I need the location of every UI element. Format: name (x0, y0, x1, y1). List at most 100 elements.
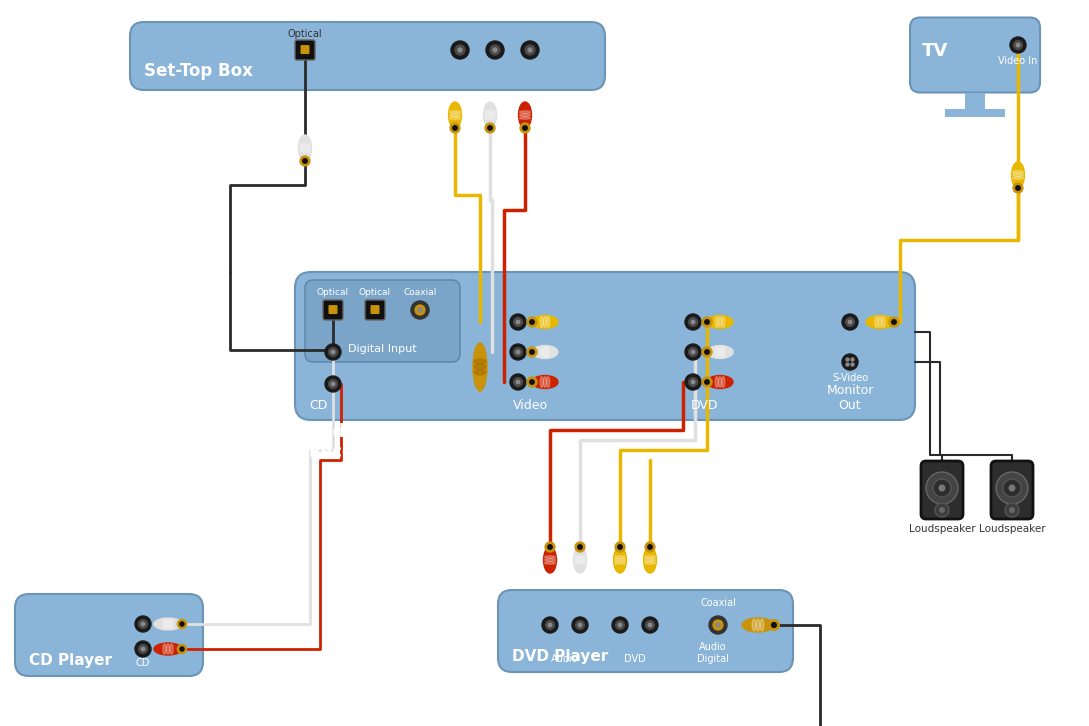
Ellipse shape (879, 317, 882, 327)
Ellipse shape (614, 559, 625, 561)
Text: Optical: Optical (317, 288, 350, 297)
Ellipse shape (485, 114, 495, 116)
Circle shape (575, 542, 585, 552)
Circle shape (939, 484, 945, 492)
Circle shape (705, 319, 709, 325)
Circle shape (851, 358, 854, 361)
Ellipse shape (742, 618, 774, 632)
Text: Monitor
Out: Monitor Out (827, 384, 873, 412)
Circle shape (548, 544, 552, 550)
Text: Optical: Optical (359, 288, 391, 297)
Ellipse shape (715, 317, 719, 327)
Ellipse shape (544, 556, 555, 558)
Ellipse shape (518, 102, 531, 128)
Circle shape (528, 48, 533, 52)
Circle shape (529, 350, 535, 354)
Ellipse shape (613, 547, 626, 573)
Ellipse shape (760, 619, 763, 631)
Circle shape (301, 156, 310, 166)
Circle shape (303, 159, 307, 163)
Circle shape (485, 123, 494, 133)
Circle shape (705, 350, 709, 354)
FancyBboxPatch shape (295, 272, 915, 420)
Circle shape (180, 622, 184, 626)
Circle shape (493, 48, 497, 52)
Circle shape (1010, 37, 1026, 53)
Circle shape (325, 344, 341, 360)
Circle shape (178, 619, 186, 629)
Ellipse shape (715, 377, 719, 388)
Ellipse shape (614, 562, 625, 564)
Ellipse shape (474, 370, 486, 375)
Circle shape (702, 317, 712, 327)
Circle shape (529, 319, 535, 325)
Ellipse shape (167, 619, 170, 629)
Circle shape (1010, 507, 1015, 513)
Circle shape (418, 308, 421, 312)
Circle shape (516, 350, 519, 354)
Circle shape (685, 344, 701, 360)
Circle shape (772, 623, 776, 627)
Circle shape (619, 623, 622, 627)
Text: Coaxial: Coaxial (403, 288, 437, 297)
Circle shape (615, 621, 624, 629)
Ellipse shape (167, 644, 170, 654)
Circle shape (488, 126, 492, 130)
Circle shape (702, 377, 712, 387)
Ellipse shape (719, 346, 722, 357)
Ellipse shape (154, 643, 182, 655)
FancyBboxPatch shape (15, 594, 203, 676)
Ellipse shape (533, 375, 558, 388)
Ellipse shape (707, 375, 733, 388)
Circle shape (709, 616, 727, 634)
FancyBboxPatch shape (301, 45, 309, 54)
Circle shape (846, 363, 849, 366)
Circle shape (546, 621, 554, 629)
Ellipse shape (519, 114, 530, 116)
Circle shape (705, 380, 709, 384)
Ellipse shape (547, 317, 550, 327)
Text: Coaxial: Coaxial (700, 598, 736, 608)
Circle shape (525, 45, 535, 55)
Circle shape (578, 544, 583, 550)
Circle shape (692, 380, 695, 384)
Circle shape (935, 503, 949, 517)
Ellipse shape (473, 343, 487, 391)
Ellipse shape (1013, 176, 1024, 179)
Ellipse shape (484, 102, 497, 128)
Circle shape (612, 617, 628, 633)
Circle shape (572, 617, 588, 633)
Ellipse shape (533, 316, 558, 328)
Circle shape (135, 616, 151, 632)
Ellipse shape (544, 562, 555, 564)
Circle shape (510, 314, 526, 330)
Text: Video In: Video In (999, 56, 1038, 66)
Circle shape (329, 380, 338, 388)
Circle shape (845, 317, 855, 327)
Circle shape (510, 374, 526, 390)
Ellipse shape (543, 317, 547, 327)
Circle shape (521, 41, 539, 59)
Ellipse shape (449, 102, 462, 128)
Circle shape (692, 320, 695, 324)
Text: Set-Top Box: Set-Top Box (144, 62, 253, 80)
FancyBboxPatch shape (991, 461, 1033, 519)
FancyBboxPatch shape (921, 461, 963, 519)
Ellipse shape (874, 317, 878, 327)
Ellipse shape (485, 117, 495, 119)
Circle shape (939, 507, 945, 513)
Circle shape (996, 472, 1028, 504)
Ellipse shape (519, 111, 530, 113)
Circle shape (180, 647, 184, 651)
Circle shape (842, 314, 858, 330)
Circle shape (617, 544, 622, 550)
Circle shape (889, 317, 898, 327)
Circle shape (1014, 41, 1023, 49)
Circle shape (692, 350, 695, 354)
Ellipse shape (866, 316, 894, 328)
FancyBboxPatch shape (305, 280, 460, 362)
Ellipse shape (540, 377, 543, 388)
Ellipse shape (1013, 174, 1024, 176)
Text: DVD Player: DVD Player (512, 649, 609, 664)
Circle shape (713, 620, 723, 630)
